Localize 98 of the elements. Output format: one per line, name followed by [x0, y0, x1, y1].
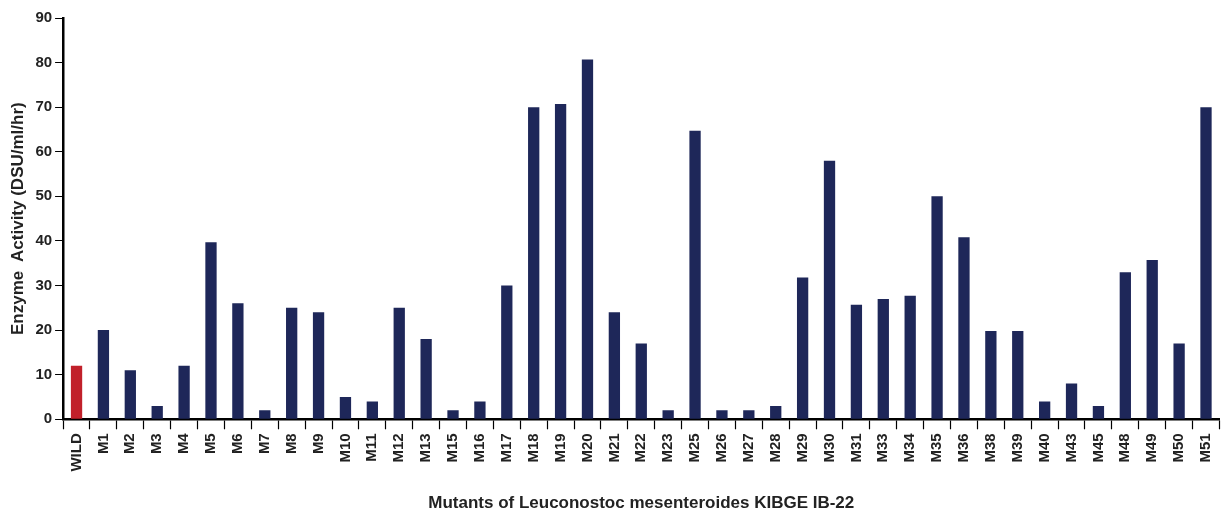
x-tick-label: M29: [792, 433, 810, 463]
x-tick-label: M38: [981, 433, 998, 463]
bar: [420, 339, 432, 419]
x-tick-label: M12: [389, 433, 407, 463]
bar: [1039, 401, 1051, 419]
x-tick-label: M20: [577, 433, 595, 463]
x-tick-label: M33: [873, 433, 891, 463]
y-tick-label: 50: [35, 186, 53, 204]
x-tick-label: M16: [470, 433, 488, 463]
y-tick-label: 90: [35, 8, 53, 26]
x-tick-label: M30: [819, 433, 837, 463]
bar: [1200, 107, 1212, 419]
bar: [743, 410, 755, 419]
x-tick-label: M5: [201, 433, 219, 455]
bar: [286, 307, 298, 419]
bar: [393, 307, 405, 419]
x-tick-label: M36: [954, 433, 972, 463]
y-tick-label: 70: [35, 97, 53, 115]
x-tick-label: M21: [604, 433, 622, 463]
y-tick-label: 40: [35, 231, 53, 249]
x-tick-label: M27: [738, 433, 756, 463]
x-tick-label: M9: [308, 433, 326, 455]
bar: [474, 401, 486, 419]
x-tick-label: M34: [900, 432, 918, 463]
y-axis-title: Enzyme Activity (DSU/ml/hr): [7, 102, 27, 335]
x-tick-label: WILD: [66, 433, 84, 472]
bar: [850, 304, 863, 419]
x-tick-label: M28: [765, 433, 783, 463]
x-axis-title: Mutants of Leuconostoc mesenteroides KIBGE IB-22: [428, 493, 855, 513]
x-tick-label: M10: [335, 433, 353, 463]
y-tick-label: 60: [35, 141, 53, 159]
bar: [796, 277, 809, 419]
bar: [1146, 260, 1158, 419]
bar: [877, 298, 889, 419]
bar: [205, 242, 217, 419]
x-tick-label: M51: [1196, 433, 1214, 463]
bar: [1173, 343, 1185, 419]
y-tick-label: 80: [35, 52, 53, 70]
x-tick-label: M26: [712, 433, 730, 463]
bar: [1065, 383, 1078, 419]
bar: [447, 410, 459, 419]
x-tick-label: M4: [174, 432, 192, 455]
x-tick-label: M18: [523, 433, 541, 463]
x-tick-label: M3: [147, 433, 165, 455]
bar: [608, 312, 621, 419]
bar: [770, 405, 782, 419]
bar: [635, 343, 647, 419]
x-tick-label: M1: [93, 433, 111, 455]
x-tick-label: M22: [631, 433, 649, 463]
x-tick-label: M31: [846, 433, 864, 463]
x-tick-label: M8: [281, 433, 299, 455]
bar: [554, 104, 567, 419]
y-tick-label: 20: [35, 320, 53, 338]
bar: [151, 405, 163, 419]
y-tick-label: 10: [35, 364, 53, 382]
x-tick-label: M39: [1007, 433, 1025, 463]
bar: [1092, 405, 1105, 419]
x-tick-label: M6: [228, 433, 246, 455]
x-tick-label: M13: [416, 433, 434, 463]
x-tick-label: M48: [1115, 433, 1133, 463]
bar: [97, 330, 110, 419]
bar: [178, 365, 190, 419]
bar: [985, 331, 997, 419]
bar: [823, 160, 836, 419]
y-tick-label: 30: [35, 275, 53, 293]
x-tick-label: M15: [443, 433, 461, 463]
bar: [1119, 272, 1131, 419]
bar: [958, 237, 970, 419]
x-tick-label: M19: [550, 433, 568, 463]
bar: [581, 59, 594, 419]
x-tick-label: M11: [362, 433, 380, 462]
x-tick-label: M43: [1061, 433, 1079, 463]
bar: [931, 196, 943, 419]
bar: [259, 410, 271, 419]
y-tick-label: 0: [43, 409, 53, 427]
bar: [124, 370, 136, 419]
bar: [716, 410, 728, 419]
bar: [904, 295, 916, 419]
x-tick-label: M45: [1088, 433, 1106, 463]
bar: [528, 107, 540, 419]
x-tick-label: M23: [658, 433, 676, 463]
bar: [366, 401, 378, 419]
x-tick-label: M2: [120, 433, 138, 455]
bar: [339, 396, 352, 419]
x-tick-label: M25: [685, 433, 703, 463]
bar: [232, 303, 244, 419]
bar: [312, 312, 325, 419]
x-tick-label: M7: [254, 433, 272, 455]
bar: [1012, 331, 1024, 419]
bar: [501, 285, 513, 419]
x-tick-label: M50: [1169, 433, 1187, 463]
bar: [662, 410, 674, 419]
x-tick-label: M49: [1142, 433, 1160, 463]
x-tick-label: M35: [927, 433, 945, 463]
bar: [689, 130, 701, 419]
x-tick-label: M40: [1034, 433, 1052, 463]
bar: [70, 365, 83, 419]
x-tick-label: M17: [496, 433, 514, 463]
